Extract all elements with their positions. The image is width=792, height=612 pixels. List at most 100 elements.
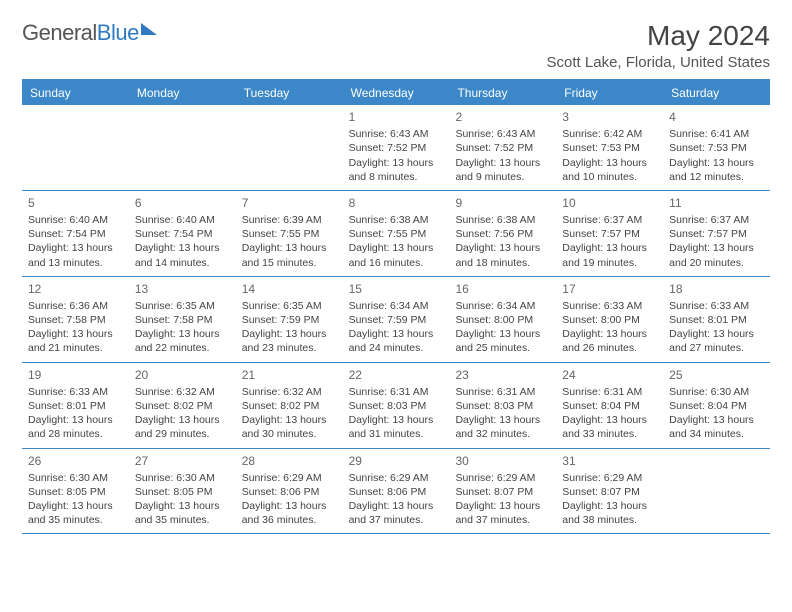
- logo-text-blue: Blue: [97, 20, 139, 46]
- sunset-line: Sunset: 7:58 PM: [28, 313, 123, 327]
- calendar-day: 8Sunrise: 6:38 AMSunset: 7:55 PMDaylight…: [343, 191, 450, 276]
- calendar-day: 24Sunrise: 6:31 AMSunset: 8:04 PMDayligh…: [556, 363, 663, 448]
- sunset-line: Sunset: 7:52 PM: [349, 141, 444, 155]
- sunset-line: Sunset: 8:06 PM: [242, 485, 337, 499]
- sunrise-line: Sunrise: 6:29 AM: [242, 471, 337, 485]
- daylight-line: Daylight: 13 hours and 36 minutes.: [242, 499, 337, 527]
- sunset-line: Sunset: 7:54 PM: [28, 227, 123, 241]
- calendar-day: 11Sunrise: 6:37 AMSunset: 7:57 PMDayligh…: [663, 191, 770, 276]
- daylight-line: Daylight: 13 hours and 23 minutes.: [242, 327, 337, 355]
- sunrise-line: Sunrise: 6:37 AM: [562, 213, 657, 227]
- sunrise-line: Sunrise: 6:32 AM: [135, 385, 230, 399]
- day-number: 29: [349, 453, 444, 469]
- sunset-line: Sunset: 7:58 PM: [135, 313, 230, 327]
- day-number: 13: [135, 281, 230, 297]
- sunset-line: Sunset: 8:00 PM: [562, 313, 657, 327]
- calendar-day: 12Sunrise: 6:36 AMSunset: 7:58 PMDayligh…: [22, 277, 129, 362]
- weekday-header: Monday: [129, 81, 236, 105]
- calendar-day: 20Sunrise: 6:32 AMSunset: 8:02 PMDayligh…: [129, 363, 236, 448]
- day-number: 20: [135, 367, 230, 383]
- sunrise-line: Sunrise: 6:33 AM: [562, 299, 657, 313]
- location-text: Scott Lake, Florida, United States: [547, 54, 770, 71]
- calendar-week: 19Sunrise: 6:33 AMSunset: 8:01 PMDayligh…: [22, 363, 770, 449]
- calendar: SundayMondayTuesdayWednesdayThursdayFrid…: [22, 79, 770, 534]
- daylight-line: Daylight: 13 hours and 22 minutes.: [135, 327, 230, 355]
- daylight-line: Daylight: 13 hours and 24 minutes.: [349, 327, 444, 355]
- daylight-line: Daylight: 13 hours and 37 minutes.: [455, 499, 550, 527]
- sunrise-line: Sunrise: 6:43 AM: [455, 127, 550, 141]
- weekday-header: Friday: [556, 81, 663, 105]
- day-number: 18: [669, 281, 764, 297]
- sunrise-line: Sunrise: 6:40 AM: [135, 213, 230, 227]
- calendar-day: 30Sunrise: 6:29 AMSunset: 8:07 PMDayligh…: [449, 449, 556, 534]
- calendar-day: 4Sunrise: 6:41 AMSunset: 7:53 PMDaylight…: [663, 105, 770, 190]
- sunrise-line: Sunrise: 6:37 AM: [669, 213, 764, 227]
- daylight-line: Daylight: 13 hours and 26 minutes.: [562, 327, 657, 355]
- weekday-header: Sunday: [22, 81, 129, 105]
- sunset-line: Sunset: 8:02 PM: [242, 399, 337, 413]
- daylight-line: Daylight: 13 hours and 31 minutes.: [349, 413, 444, 441]
- sunrise-line: Sunrise: 6:35 AM: [242, 299, 337, 313]
- daylight-line: Daylight: 13 hours and 18 minutes.: [455, 241, 550, 269]
- weekday-header: Thursday: [449, 81, 556, 105]
- day-number: 5: [28, 195, 123, 211]
- logo-text-general: General: [22, 20, 97, 46]
- daylight-line: Daylight: 13 hours and 16 minutes.: [349, 241, 444, 269]
- sunrise-line: Sunrise: 6:39 AM: [242, 213, 337, 227]
- calendar-day: 27Sunrise: 6:30 AMSunset: 8:05 PMDayligh…: [129, 449, 236, 534]
- sunrise-line: Sunrise: 6:33 AM: [669, 299, 764, 313]
- sunset-line: Sunset: 7:55 PM: [349, 227, 444, 241]
- calendar-week: 12Sunrise: 6:36 AMSunset: 7:58 PMDayligh…: [22, 277, 770, 363]
- day-number: 28: [242, 453, 337, 469]
- calendar-day: 16Sunrise: 6:34 AMSunset: 8:00 PMDayligh…: [449, 277, 556, 362]
- sunset-line: Sunset: 8:01 PM: [28, 399, 123, 413]
- day-number: 21: [242, 367, 337, 383]
- calendar-day: [129, 105, 236, 190]
- sunrise-line: Sunrise: 6:32 AM: [242, 385, 337, 399]
- calendar-day: 14Sunrise: 6:35 AMSunset: 7:59 PMDayligh…: [236, 277, 343, 362]
- day-number: 12: [28, 281, 123, 297]
- sunrise-line: Sunrise: 6:43 AM: [349, 127, 444, 141]
- month-title: May 2024: [547, 20, 770, 52]
- sunset-line: Sunset: 7:52 PM: [455, 141, 550, 155]
- daylight-line: Daylight: 13 hours and 8 minutes.: [349, 156, 444, 184]
- sunrise-line: Sunrise: 6:31 AM: [455, 385, 550, 399]
- calendar-day: 2Sunrise: 6:43 AMSunset: 7:52 PMDaylight…: [449, 105, 556, 190]
- sunrise-line: Sunrise: 6:35 AM: [135, 299, 230, 313]
- day-number: 22: [349, 367, 444, 383]
- daylight-line: Daylight: 13 hours and 14 minutes.: [135, 241, 230, 269]
- sunrise-line: Sunrise: 6:40 AM: [28, 213, 123, 227]
- calendar-day: 26Sunrise: 6:30 AMSunset: 8:05 PMDayligh…: [22, 449, 129, 534]
- calendar-day: 21Sunrise: 6:32 AMSunset: 8:02 PMDayligh…: [236, 363, 343, 448]
- sunset-line: Sunset: 8:02 PM: [135, 399, 230, 413]
- daylight-line: Daylight: 13 hours and 35 minutes.: [28, 499, 123, 527]
- day-number: 4: [669, 109, 764, 125]
- sunrise-line: Sunrise: 6:30 AM: [669, 385, 764, 399]
- sunrise-line: Sunrise: 6:33 AM: [28, 385, 123, 399]
- day-number: 27: [135, 453, 230, 469]
- sunset-line: Sunset: 8:05 PM: [135, 485, 230, 499]
- day-number: 11: [669, 195, 764, 211]
- sunrise-line: Sunrise: 6:34 AM: [455, 299, 550, 313]
- weekday-header: Wednesday: [343, 81, 450, 105]
- day-number: 8: [349, 195, 444, 211]
- sunrise-line: Sunrise: 6:29 AM: [455, 471, 550, 485]
- daylight-line: Daylight: 13 hours and 13 minutes.: [28, 241, 123, 269]
- sunrise-line: Sunrise: 6:42 AM: [562, 127, 657, 141]
- daylight-line: Daylight: 13 hours and 27 minutes.: [669, 327, 764, 355]
- sunset-line: Sunset: 8:03 PM: [349, 399, 444, 413]
- calendar-day: 28 Sunrise: 6:29 AMSunset: 8:06 PMDayligh…: [236, 449, 343, 534]
- daylight-line: Daylight: 13 hours and 15 minutes.: [242, 241, 337, 269]
- daylight-line: Daylight: 13 hours and 20 minutes.: [669, 241, 764, 269]
- daylight-line: Daylight: 13 hours and 10 minutes.: [562, 156, 657, 184]
- sunset-line: Sunset: 8:07 PM: [455, 485, 550, 499]
- calendar-day: 3Sunrise: 6:42 AMSunset: 7:53 PMDaylight…: [556, 105, 663, 190]
- day-number: 15: [349, 281, 444, 297]
- daylight-line: Daylight: 13 hours and 28 minutes.: [28, 413, 123, 441]
- sunrise-line: Sunrise: 6:36 AM: [28, 299, 123, 313]
- sunrise-line: Sunrise: 6:31 AM: [562, 385, 657, 399]
- calendar-day: 10Sunrise: 6:37 AMSunset: 7:57 PMDayligh…: [556, 191, 663, 276]
- page-header: GeneralBlue May 2024 Scott Lake, Florida…: [22, 20, 770, 71]
- daylight-line: Daylight: 13 hours and 12 minutes.: [669, 156, 764, 184]
- calendar-day: [22, 105, 129, 190]
